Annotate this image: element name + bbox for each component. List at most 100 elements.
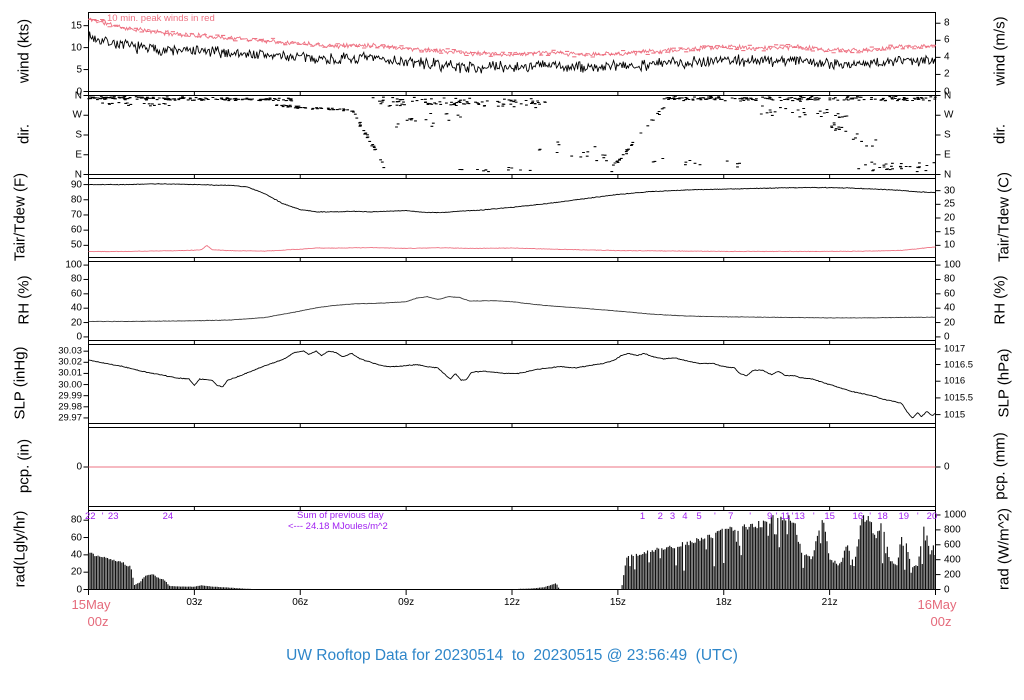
y-tick-label-left-slp: 30.00: [58, 379, 82, 391]
y-tick-label-left-temp: 80: [70, 194, 82, 206]
x-tick-label: 12z: [503, 597, 521, 608]
peak-wind-legend-note: 10 min. peak winds in red: [107, 13, 215, 24]
y-tick-label-right-temp: 15: [944, 226, 956, 238]
x-tick-label: 06z: [292, 597, 309, 608]
rad-cumulative-marker: 11: [780, 511, 791, 522]
y-tick-label-right-wind: 4: [944, 51, 950, 63]
x-end-hour-label: 00z: [930, 614, 952, 629]
y-tick-label-right-temp: 10: [944, 239, 956, 251]
y-tick-label-right-wind: 8: [944, 17, 950, 29]
rad-cumulative-minor-tick: ': [775, 511, 778, 522]
y-tick-label-left-dir: W: [72, 109, 82, 121]
y-tick-label-right-rh: 100: [944, 259, 961, 271]
rad-cumulative-marker: 7: [728, 511, 734, 522]
y-tick-label-left-rad: 0: [76, 584, 82, 595]
rad-cumulative-marker: 4: [682, 511, 688, 522]
y-tick-label-left-wind: 10: [70, 42, 82, 54]
rad-cumulative-marker: 15: [824, 511, 835, 522]
y-tick-label-left-rh: 60: [70, 288, 82, 300]
rad-cumulative-marker: 5: [696, 511, 702, 522]
rad-cumulative-marker: 9: [766, 511, 773, 522]
x-tick-label: 09z: [398, 597, 415, 608]
y-tick-label-left-slp: 29.98: [58, 401, 82, 413]
axis-title-wind-right: wind (m/s): [991, 16, 1009, 86]
y-tick-label-left-slp: 29.99: [58, 390, 82, 402]
rad-cumulative-marker: 1: [639, 511, 646, 522]
axis-title-pcp-right: pcp. (mm): [991, 432, 1009, 500]
y-tick-label-left-rh: 20: [70, 317, 82, 329]
y-tick-label-right-slp: 1015.5: [944, 392, 974, 404]
y-tick-label-left-rh: 100: [65, 259, 82, 271]
y-tick-label-left-temp: 70: [70, 209, 82, 221]
y-tick-label-right-rh: 40: [944, 302, 956, 314]
y-tick-label-left-temp: 60: [70, 224, 82, 236]
y-tick-label-left-wind: 0: [76, 86, 82, 97]
y-tick-label-left-dir: N: [74, 169, 82, 180]
y-tick-label-right-wind: 6: [944, 34, 950, 46]
x-start-date-label: 15May: [71, 597, 111, 612]
x-tick-label: 15z: [609, 597, 626, 608]
y-tick-label-right-rh: 80: [944, 273, 956, 285]
y-tick-label-right-slp: 1017: [944, 343, 966, 355]
y-tick-label-right-temp: 30: [944, 185, 956, 197]
rad-cumulative-minor-tick: ': [101, 511, 104, 522]
rad-cumulative-marker: 20: [926, 511, 938, 522]
y-tick-label-left-slp: 30.02: [58, 356, 82, 368]
y-tick-label-right-rad: 800: [944, 524, 961, 536]
rad-cumulative-marker: 3: [669, 511, 676, 522]
y-tick-label-right-slp: 1015: [944, 409, 966, 421]
y-tick-label-right-rh: 0: [944, 331, 950, 343]
y-tick-label-right-wind: 2: [944, 68, 950, 80]
y-tick-label-left-slp: 30.03: [58, 345, 82, 357]
rad-cumulative-marker: 19: [898, 511, 910, 522]
y-tick-label-left-pcp: 0: [76, 461, 82, 473]
y-tick-label-right-slp: 1016: [944, 375, 966, 387]
y-tick-label-right-dir: N: [944, 169, 952, 180]
axis-title-slp-right: SLP (hPa): [995, 348, 1013, 418]
rad-cumulative-minor-tick: ': [916, 511, 919, 522]
y-tick-label-right-wind: 0: [944, 86, 950, 97]
rad-sum-note-line2: <--- 24.18 MJoules/m^2: [288, 521, 388, 532]
figure-caption: UW Rooftop Data for 20230514 to 20230515…: [286, 647, 738, 664]
rad-cumulative-minor-tick: ': [714, 511, 716, 522]
y-tick-label-left-temp: 50: [70, 239, 82, 251]
x-tick-label: 03z: [186, 597, 203, 608]
y-tick-label-left-rad: 80: [70, 514, 82, 526]
rad-cumulative-minor-tick: ': [869, 511, 872, 522]
rad-cumulative-minor-tick: ': [812, 511, 815, 522]
y-tick-label-left-rh: 80: [70, 273, 82, 285]
axis-title-rad-right: rad (W/m^2): [995, 507, 1013, 591]
y-tick-label-left-dir: E: [75, 149, 82, 161]
y-tick-label-right-rh: 60: [944, 288, 956, 300]
rad-cumulative-minor-tick: ': [749, 511, 752, 522]
y-tick-label-left-slp: 30.01: [58, 367, 82, 379]
y-tick-label-left-wind: 5: [76, 64, 82, 76]
y-tick-label-left-rad: 60: [70, 532, 82, 544]
x-tick-label: 18z: [715, 597, 732, 608]
y-tick-label-right-slp: 1016.5: [944, 359, 974, 371]
y-tick-label-right-rad: 0: [944, 584, 950, 595]
y-tick-label-right-rad: 400: [944, 554, 961, 566]
rad-cumulative-marker: 23: [107, 511, 119, 522]
y-tick-label-left-wind: 15: [70, 20, 82, 32]
axis-title-dir-right: dir.: [991, 123, 1009, 145]
y-tick-label-right-rad: 600: [944, 539, 961, 551]
y-tick-label-left-dir: S: [75, 129, 82, 141]
y-tick-label-left-rh: 40: [70, 302, 82, 314]
rad-cumulative-minor-tick: ': [791, 511, 794, 522]
x-tick-label: 21z: [821, 597, 838, 608]
y-tick-label-right-dir: E: [944, 149, 951, 161]
rad-cumulative-marker: 16: [852, 511, 864, 522]
y-tick-label-right-dir: N: [944, 90, 952, 101]
axis-title-rh-right: RH (%): [991, 275, 1009, 325]
y-tick-label-right-temp: 25: [944, 198, 956, 210]
x-start-hour-label: 00z: [87, 614, 109, 629]
rad-cumulative-marker: 13: [794, 511, 805, 522]
x-end-date-label: 16May: [917, 597, 957, 612]
y-tick-label-right-dir: S: [944, 129, 951, 141]
axis-title-temp-right: Tair/Tdew (C): [995, 171, 1013, 263]
y-tick-label-right-rad: 1000: [944, 509, 967, 521]
y-tick-label-right-temp: 20: [944, 212, 956, 224]
